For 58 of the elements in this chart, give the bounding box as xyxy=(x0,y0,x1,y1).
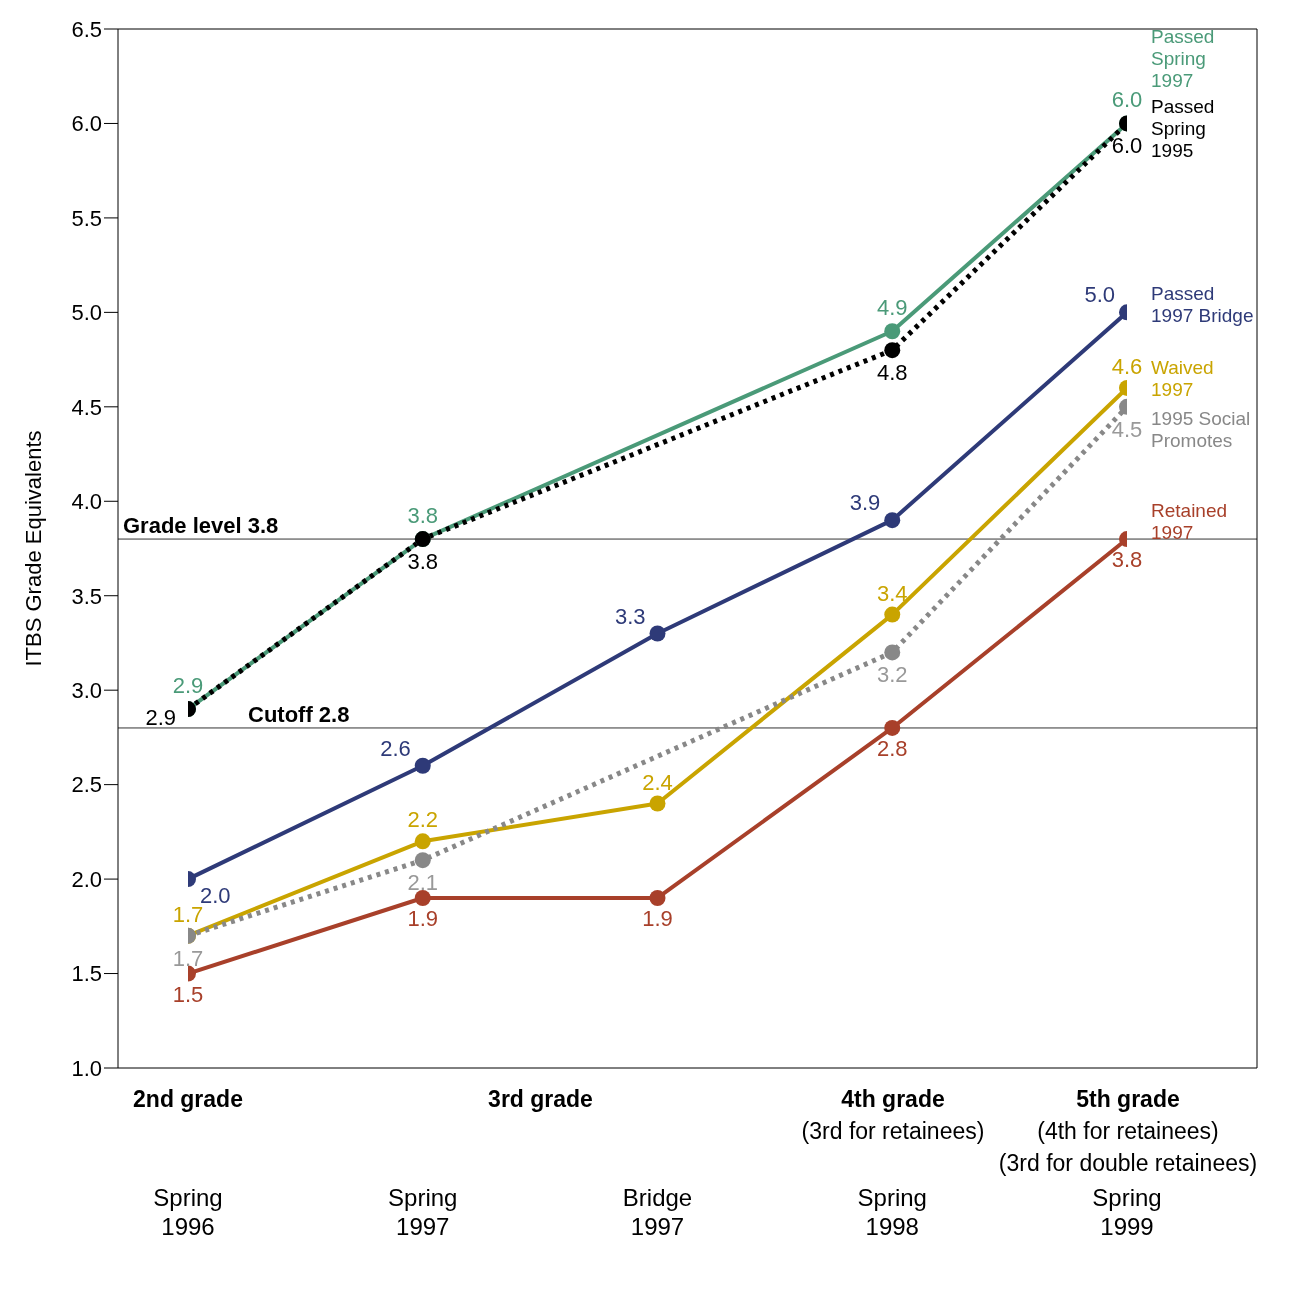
series-label: Passed Spring 1997 xyxy=(1151,26,1215,92)
y-tick-label: 2.0 xyxy=(71,866,102,892)
data-label: 3.8 xyxy=(407,503,439,529)
data-label: 1.9 xyxy=(642,905,673,931)
text: (4th for retainees) xyxy=(1037,1118,1219,1145)
y-tick-label: 1.5 xyxy=(71,961,102,987)
data-label: 3.8 xyxy=(1111,547,1143,573)
data-label: 1.9 xyxy=(407,905,439,931)
series-label: 1995 Social Promotes xyxy=(1151,407,1251,451)
y-tick-label: 2.5 xyxy=(71,772,102,798)
data-label: 2.2 xyxy=(407,807,439,833)
y-axis-title: ITBS Grade Equivalents xyxy=(20,430,46,667)
data-label: 4.9 xyxy=(876,295,908,321)
x-tick-label: Spring 1996 xyxy=(153,1184,223,1240)
data-label: 6.0 xyxy=(1111,87,1143,113)
data-label: 2.9 xyxy=(172,673,204,699)
data-label: 4.5 xyxy=(1111,416,1143,442)
x-tick-label: Bridge 1997 xyxy=(622,1184,693,1240)
y-tick-label: 6.5 xyxy=(71,16,102,42)
data-label: 2.6 xyxy=(380,735,411,761)
data-label: 1.7 xyxy=(172,945,204,971)
data-label: 4.6 xyxy=(1111,353,1143,379)
data-label: 3.2 xyxy=(876,662,908,688)
series-label: Passed Spring 1995 xyxy=(1151,96,1215,162)
data-label: 3.9 xyxy=(849,490,881,516)
data-label: 3.4 xyxy=(876,580,908,606)
x-tick-label: Spring 1997 xyxy=(388,1184,458,1240)
ref-line-label: Grade level 3.8 xyxy=(123,513,279,539)
series-label: Waived 1997 xyxy=(1151,356,1214,400)
x-tick-label: Spring 1998 xyxy=(857,1184,927,1240)
data-label: 3.3 xyxy=(614,603,646,629)
text: (3rd for retainees) xyxy=(801,1118,985,1145)
y-tick-label: 4.0 xyxy=(71,489,102,515)
x-tick-label: Spring 1999 xyxy=(1092,1184,1162,1240)
y-tick-label: 6.0 xyxy=(71,111,102,137)
text: 3rd grade xyxy=(488,1086,593,1113)
data-label: 2.4 xyxy=(642,769,673,795)
ref-line-label: Cutoff 2.8 xyxy=(248,701,350,727)
y-tick-label: 3.5 xyxy=(71,583,102,609)
y-tick-label: 3.0 xyxy=(71,677,102,703)
data-label: 4.8 xyxy=(876,360,908,386)
y-tick-label: 4.5 xyxy=(71,394,102,420)
data-label: 2.9 xyxy=(145,705,176,731)
text: (3rd for double retainees) xyxy=(998,1150,1258,1177)
text: 2nd grade xyxy=(133,1086,243,1113)
data-label: 3.8 xyxy=(407,549,439,575)
y-tick-label: 5.5 xyxy=(71,205,102,231)
data-label: 2.8 xyxy=(876,735,908,761)
y-tick-label: 1.0 xyxy=(71,1055,102,1081)
series-label: Retained 1997 xyxy=(1151,500,1228,544)
data-label: 5.0 xyxy=(1084,282,1115,308)
data-label: 2.1 xyxy=(407,870,439,896)
y-tick-label: 5.0 xyxy=(71,300,102,326)
data-label: 6.0 xyxy=(1111,133,1143,159)
series-label: Passed 1997 Bridge xyxy=(1151,283,1254,327)
data-label: 1.5 xyxy=(172,981,204,1007)
text: 5th grade xyxy=(1076,1086,1180,1113)
text: 4th grade xyxy=(841,1086,945,1113)
